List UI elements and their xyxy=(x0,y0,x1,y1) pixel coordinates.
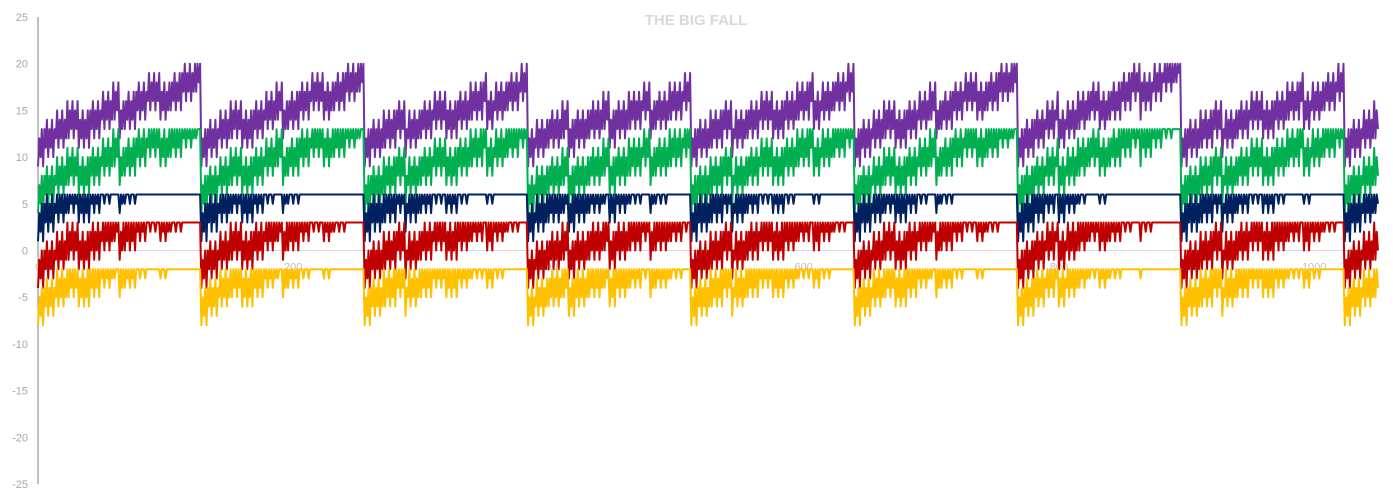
y-tick-label: 5 xyxy=(22,199,28,211)
series-layer xyxy=(37,62,1379,327)
y-axis: -25 -20 -15 -10 -5 0 5 10 15 20 25 xyxy=(12,12,39,491)
series-line-4 xyxy=(37,268,1379,327)
y-tick-label: -25 xyxy=(12,479,28,491)
chart-title: THE BIG FALL xyxy=(645,12,748,29)
series-line-1 xyxy=(37,128,1379,215)
series-line-3 xyxy=(37,221,1379,289)
y-tick-label: 0 xyxy=(22,246,28,258)
series-line-0 xyxy=(37,62,1379,168)
series-line-2 xyxy=(37,193,1379,243)
y-tick-label: -20 xyxy=(12,432,28,444)
y-tick-label: 10 xyxy=(16,152,28,164)
y-tick-label: -15 xyxy=(12,386,28,398)
y-tick-label: -10 xyxy=(12,339,28,351)
y-tick-label: 20 xyxy=(16,59,28,71)
y-tick-label: 15 xyxy=(16,105,28,117)
y-tick-label: 25 xyxy=(16,12,28,24)
y-tick-label: -5 xyxy=(18,292,28,304)
